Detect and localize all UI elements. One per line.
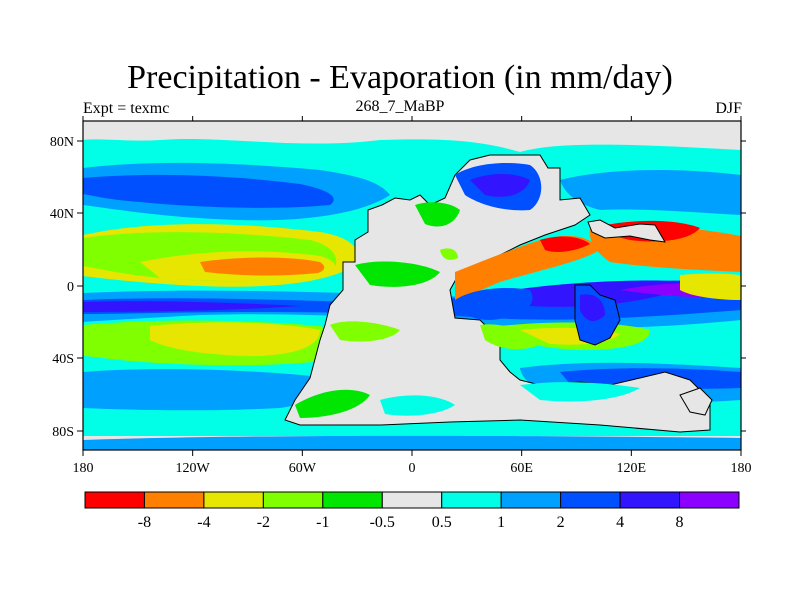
y-tick-label: 80S bbox=[52, 425, 74, 440]
land-wet-north-core bbox=[470, 174, 530, 197]
pacific-storm-core bbox=[83, 174, 334, 208]
land-polar-cyan bbox=[380, 395, 455, 416]
colorbar: -8 -4 -2 -1 -0.5 0.5 1 2 4 8 bbox=[84, 491, 740, 531]
y-tick-label: 40S bbox=[52, 352, 74, 367]
y-tick-label: 0 bbox=[67, 280, 74, 295]
npac-dry-core-orange bbox=[200, 257, 325, 276]
map-axes: 180 120W 60W 0 60E 120E 180 80N 40N 0 40S 80S bbox=[50, 116, 752, 476]
y-tick-label: 80N bbox=[50, 135, 74, 150]
colorbar-swatch bbox=[322, 491, 383, 509]
colorbar-swatch bbox=[560, 491, 621, 509]
colorbar-label: -1 bbox=[316, 514, 329, 531]
pangea-landmass bbox=[284, 154, 711, 433]
colorbar-label: 1 bbox=[497, 514, 505, 531]
land-green-spot bbox=[440, 248, 458, 260]
colorbar-label: 2 bbox=[557, 514, 565, 531]
x-tick-label: 0 bbox=[409, 461, 416, 476]
colorbar-swatch bbox=[143, 491, 205, 509]
x-tick-label: 180 bbox=[73, 461, 94, 476]
plot-title: Precipitation - Evaporation (in mm/day) bbox=[127, 59, 673, 96]
antarctic-edge bbox=[83, 435, 741, 450]
arctic-band bbox=[83, 140, 420, 163]
wpac-dry-patch bbox=[680, 273, 741, 300]
land-south-green bbox=[330, 321, 400, 342]
south-island bbox=[679, 387, 713, 416]
colorbar-swatch bbox=[679, 491, 740, 509]
sh-storm-west bbox=[83, 369, 333, 411]
colorbar-label: -8 bbox=[138, 514, 151, 531]
field-contours bbox=[83, 121, 741, 450]
tethys-coast-red bbox=[540, 236, 590, 252]
x-tick-label: 120W bbox=[176, 461, 211, 476]
north-island bbox=[587, 219, 666, 243]
land-polar-green bbox=[295, 389, 370, 418]
colorbar-label: -0.5 bbox=[370, 514, 395, 531]
land-equatorial-wet bbox=[455, 288, 533, 320]
land-green-patch bbox=[415, 202, 460, 227]
experiment-label: Expt = texmc bbox=[83, 100, 170, 117]
land-se-green bbox=[480, 324, 540, 350]
colorbar-swatch bbox=[619, 491, 681, 509]
colorbar-swatch bbox=[500, 491, 562, 509]
colorbar-label: 8 bbox=[676, 514, 684, 531]
itcz-core-west bbox=[83, 301, 300, 312]
age-label: 268_7_MaBP bbox=[355, 98, 445, 115]
colorbar-label: 0.5 bbox=[432, 514, 452, 531]
colorbar-swatch bbox=[84, 491, 145, 509]
colorbar-label: -4 bbox=[197, 514, 210, 531]
land-green-west bbox=[355, 261, 440, 287]
y-tick-label: 40N bbox=[50, 207, 74, 222]
nw-pacific-track bbox=[560, 170, 741, 215]
colorbar-swatch bbox=[381, 491, 443, 509]
east-island-core bbox=[580, 294, 605, 322]
colorbar-label: -2 bbox=[257, 514, 270, 531]
colorbar-swatch bbox=[203, 491, 264, 509]
x-tick-label: 60W bbox=[289, 461, 317, 476]
x-tick-label: 60E bbox=[510, 461, 533, 476]
x-tick-label: 120E bbox=[617, 461, 647, 476]
tethys-coast-dry bbox=[455, 235, 600, 300]
map-panel: 180 120W 60W 0 60E 120E 180 80N 40N 0 40S 80S bbox=[50, 116, 752, 476]
x-tick-label: 180 bbox=[731, 461, 752, 476]
arctic-region bbox=[83, 121, 741, 152]
season-label: DJF bbox=[715, 100, 742, 117]
colorbar-label: 4 bbox=[616, 514, 624, 531]
land-se-cyan bbox=[520, 382, 640, 402]
colorbar-swatch bbox=[262, 491, 324, 509]
colorbar-swatch bbox=[441, 491, 502, 509]
spac-dry-yellow bbox=[150, 322, 320, 356]
